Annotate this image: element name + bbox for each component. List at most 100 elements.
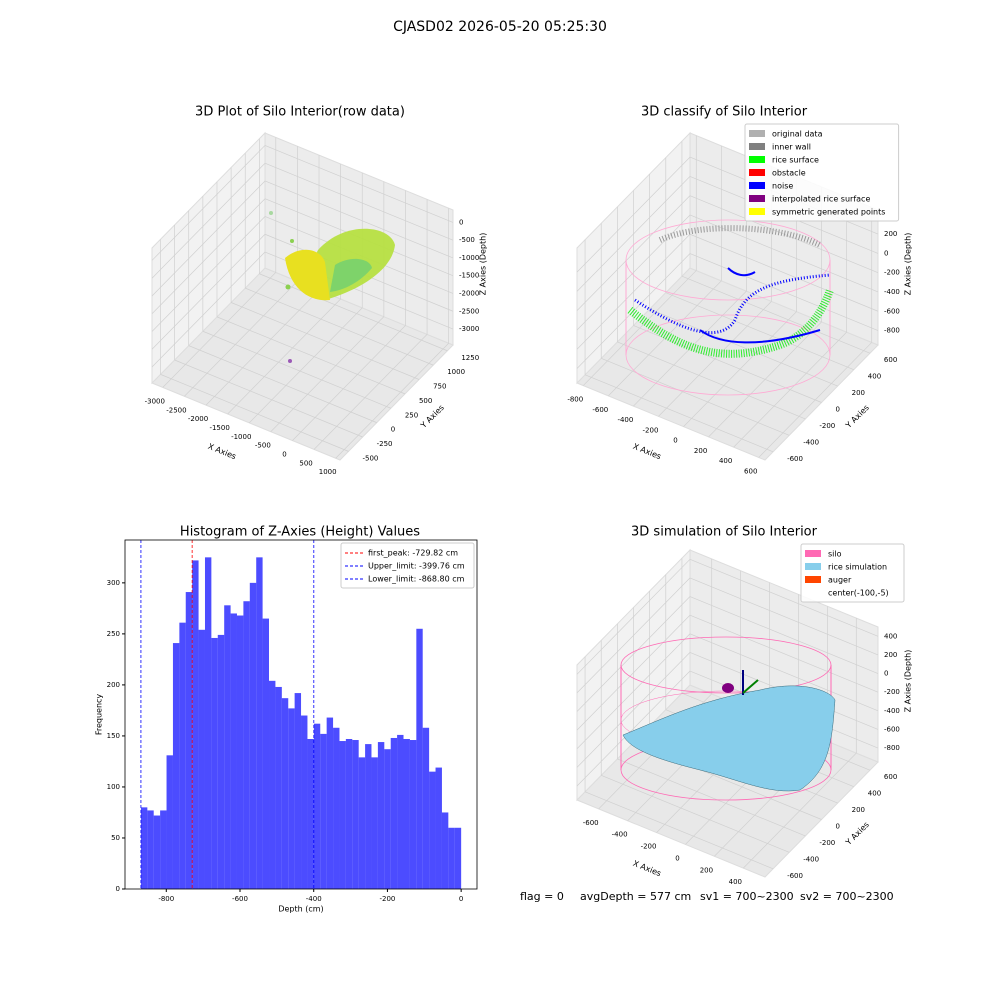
z-tick-label: -1500: [459, 272, 479, 280]
x-tick-label: -200: [643, 426, 659, 434]
x-tick-label: -200: [641, 843, 657, 851]
y-tick-label: 250: [107, 630, 120, 638]
grid-line: [151, 180, 266, 297]
z-tick-label: -3000: [459, 325, 479, 333]
x-tick-label: -400: [306, 895, 322, 903]
z-tick-label: -2500: [459, 307, 479, 315]
bar: [422, 727, 430, 889]
bar: [204, 557, 212, 889]
legend-label: inner wall: [772, 143, 811, 152]
y-tick-label: 400: [868, 373, 881, 381]
z-tick-label: -600: [884, 725, 900, 733]
footer-text: flag = 0: [520, 890, 564, 903]
grid-line: [227, 298, 341, 415]
x-tick-label: -200: [379, 895, 395, 903]
y-tick-label: -400: [803, 855, 819, 863]
grid-line: [633, 325, 822, 403]
x-tick-label: 0: [673, 437, 677, 445]
grid-line: [259, 273, 448, 352]
legend-swatch: [805, 589, 821, 596]
axes: -800 -600 -400 -200 0 0 50 100 150 200 250 300 Depth…: [95, 539, 478, 914]
x-tick-label: 600: [744, 467, 757, 475]
x-axis-label: X Axies: [632, 442, 663, 461]
legend: silo rice simulation auger center(-100,-5): [800, 543, 905, 603]
grid-line: [576, 156, 691, 273]
bar: [211, 637, 218, 889]
bar: [153, 815, 161, 889]
bar: [377, 742, 385, 889]
grid-line: [576, 614, 691, 731]
suptitle: CJASD02 2026-05-20 05:25:30: [393, 19, 607, 35]
bar: [217, 634, 225, 889]
bar: [179, 622, 186, 889]
grid-line: [151, 198, 266, 314]
x-tick-label: 0: [459, 895, 463, 903]
y-tick-label: 500: [419, 397, 432, 405]
x-tick-label: -1500: [209, 424, 229, 432]
bar: [345, 738, 353, 889]
x-tick-label: -600: [232, 895, 248, 903]
bar: [384, 749, 391, 889]
z-tick-label: -800: [884, 327, 900, 335]
grid-line: [576, 596, 691, 712]
x-tick-label: 500: [299, 459, 312, 467]
grid-line: [202, 330, 391, 409]
y-tick-label: -200: [819, 839, 835, 847]
grid-line: [174, 359, 363, 438]
y-tick-label: -200: [819, 422, 835, 430]
bar: [371, 757, 378, 889]
grid-line: [188, 345, 377, 423]
chart-title: 3D classify of Silo Interior: [641, 105, 808, 120]
x-tick-label: 0: [675, 854, 679, 862]
grid-line: [576, 559, 691, 675]
chart-title: Histogram of Z-Axies (Height) Values: [180, 525, 420, 540]
legend-swatch: [749, 208, 765, 215]
y-tick-label: 600: [884, 356, 897, 364]
y-tick-label: 100: [107, 783, 120, 791]
bar: [166, 755, 173, 889]
grid-line: [264, 180, 454, 259]
y-tick-label: 600: [884, 773, 897, 781]
grid-line: [576, 176, 691, 292]
legend-swatch: [749, 182, 765, 189]
x-axis-label: Depth (cm): [278, 905, 323, 914]
y-tick-label: 150: [107, 732, 120, 740]
grid-line: [264, 145, 454, 223]
grid-line: [584, 791, 774, 870]
z-tick-label: -1000: [459, 254, 479, 262]
grid-line: [245, 287, 434, 366]
legend-swatch: [749, 195, 765, 202]
z-tick-label: 200: [884, 651, 897, 659]
x-tick-label: -400: [617, 416, 633, 424]
legend-swatch: [805, 576, 821, 583]
bar: [390, 737, 398, 889]
legend-label: Upper_limit: -399.76 cm: [368, 562, 465, 571]
bar: [365, 744, 372, 889]
y-tick-label: 50: [111, 834, 120, 842]
grid-line: [689, 233, 879, 312]
bar: [435, 767, 442, 889]
point-cloud: [625, 219, 834, 396]
legend-label: rice surface: [772, 156, 819, 165]
grid-line: [649, 308, 838, 387]
bar: [448, 827, 455, 889]
point-cloud: [269, 211, 395, 363]
bar: [307, 738, 314, 889]
x-axis-label: X Axies: [632, 859, 663, 878]
z-tick-label: 0: [459, 218, 463, 226]
grid-line: [689, 253, 879, 331]
bar: [256, 557, 263, 889]
chart-title: 3D Plot of Silo Interior(row data): [195, 105, 405, 120]
z-tick-label: -500: [459, 236, 475, 244]
x-tick-label: 400: [719, 457, 732, 465]
grid-line: [151, 145, 266, 261]
bar: [224, 605, 231, 889]
legend-swatch: [749, 156, 765, 163]
y-axis-label: Y Axies: [418, 403, 446, 431]
bar: [192, 560, 199, 889]
y-axis-label: Y Axies: [843, 820, 871, 848]
grid-line: [601, 775, 790, 853]
bar: [320, 733, 327, 889]
legend-label: Lower_limit: -868.80 cm: [368, 575, 465, 584]
footer-text: sv2 = 700~2300: [800, 890, 894, 903]
